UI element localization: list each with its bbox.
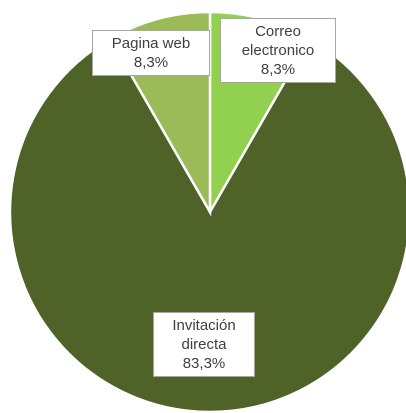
value-label: 83,3%	[182, 355, 226, 372]
value-label: 8,3%	[133, 54, 169, 71]
category-label: Correo electronico	[241, 23, 315, 59]
pie-slice	[8, 36, 406, 413]
data-label: Invitación directa 83,3%	[153, 312, 255, 377]
data-label: Pagina web 8,3%	[92, 30, 210, 76]
category-label: Invitación directa	[172, 317, 236, 353]
value-label: 8,3%	[260, 61, 296, 78]
data-label: Correo electronico 8,3%	[220, 18, 336, 83]
category-label: Pagina web	[111, 35, 191, 52]
